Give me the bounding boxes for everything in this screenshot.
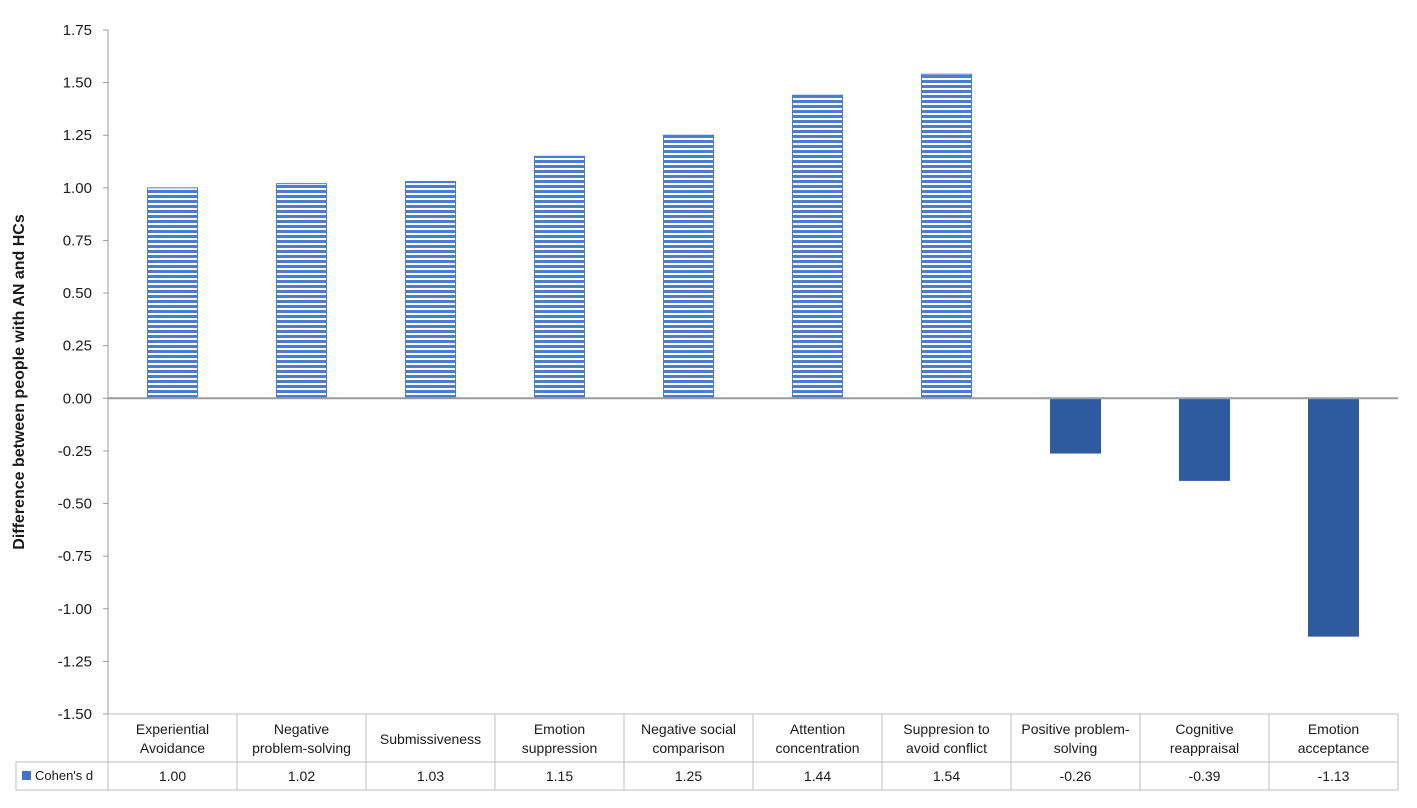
y-tick-label: -1.00 xyxy=(58,601,92,618)
bar xyxy=(792,94,843,399)
y-tick-label: -0.50 xyxy=(58,496,92,513)
category-label: Positive problem- xyxy=(1021,721,1129,737)
bar xyxy=(1050,397,1101,454)
value-label: 1.54 xyxy=(933,768,960,784)
value-label: -0.26 xyxy=(1060,768,1092,784)
bar xyxy=(276,183,327,399)
category-label: problem-solving xyxy=(252,740,351,756)
category-label: concentration xyxy=(775,740,859,756)
y-tick-label: -0.75 xyxy=(58,548,92,565)
category-label: avoid conflict xyxy=(906,740,987,756)
bar xyxy=(1179,397,1230,481)
category-label: Emotion xyxy=(534,721,585,737)
value-label: -1.13 xyxy=(1318,768,1350,784)
y-tick-label: 0.25 xyxy=(63,338,92,355)
legend-label: Cohen's d xyxy=(35,768,93,783)
value-label: 1.15 xyxy=(546,768,573,784)
y-tick-label: 1.25 xyxy=(63,127,92,144)
value-label: 1.02 xyxy=(288,768,315,784)
y-tick-label: 1.50 xyxy=(63,75,92,92)
value-label: 1.44 xyxy=(804,768,831,784)
bar xyxy=(534,155,585,399)
bar xyxy=(663,134,714,399)
category-label: Negative xyxy=(274,721,329,737)
y-tick-label: -1.25 xyxy=(58,653,92,670)
y-tick-label: -0.25 xyxy=(58,443,92,460)
legend-swatch xyxy=(22,771,31,780)
data-table: Cohen's d Experiential Avoidance Negative pr… xyxy=(15,713,1399,791)
category-label: acceptance xyxy=(1298,740,1370,756)
y-tick-label: -1.50 xyxy=(58,706,92,723)
category-label: Avoidance xyxy=(140,740,205,756)
category-label: reappraisal xyxy=(1170,740,1239,756)
y-tick-label: 0.50 xyxy=(63,285,92,302)
bar xyxy=(405,181,456,399)
bar xyxy=(147,187,198,399)
category-label: Attention xyxy=(790,721,845,737)
category-label: Experiential xyxy=(136,721,209,737)
value-label: 1.25 xyxy=(675,768,702,784)
y-axis: 1.75 1.50 1.25 1.00 0.75 0.50 0.25 0.00 -0.25 -0.… xyxy=(58,22,109,723)
category-label: solving xyxy=(1054,740,1098,756)
category-label: suppression xyxy=(522,740,598,756)
category-label: Submissiveness xyxy=(380,731,481,747)
value-label: 1.03 xyxy=(417,768,444,784)
category-label: comparison xyxy=(652,740,724,756)
y-axis-label: Difference between people with AN and HC… xyxy=(11,214,28,550)
y-tick-label: 0.75 xyxy=(63,232,92,249)
category-label: Emotion xyxy=(1308,721,1359,737)
bar xyxy=(921,73,972,399)
category-label: Negative social xyxy=(641,721,736,737)
y-tick-label: 0.00 xyxy=(63,390,92,407)
bar xyxy=(1308,397,1359,637)
category-label: Cognitive xyxy=(1175,721,1234,737)
category-label: Suppresion to xyxy=(903,721,990,737)
value-label: -0.39 xyxy=(1189,768,1221,784)
y-tick-label: 1.75 xyxy=(63,22,92,39)
value-label: 1.00 xyxy=(159,768,186,784)
y-tick-label: 1.00 xyxy=(63,180,92,197)
bars xyxy=(147,73,1359,637)
